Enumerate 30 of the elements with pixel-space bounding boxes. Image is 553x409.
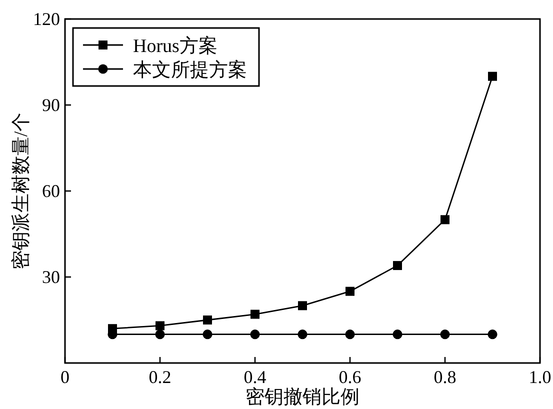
point <box>346 286 354 296</box>
legend-label: 本文所提方案 <box>133 59 247 81</box>
x-tick-label: 1.0 <box>528 367 552 387</box>
y-axis-title: 密钥派生树数量/个 <box>10 112 32 270</box>
point <box>203 316 212 324</box>
y-tick-label: 120 <box>33 9 60 29</box>
x-axis-title: 密钥撤销比例 <box>246 386 360 408</box>
y-tick-label: 90 <box>42 95 60 115</box>
x-tick-label: 0.8 <box>434 367 456 387</box>
point <box>298 330 308 340</box>
y-tick-label: 30 <box>42 267 60 287</box>
point <box>440 330 450 340</box>
point <box>488 72 497 81</box>
x-tick-label: 0.2 <box>148 367 172 387</box>
point <box>488 330 498 340</box>
point <box>298 301 307 310</box>
point <box>393 261 402 270</box>
point <box>250 330 260 340</box>
legend-label: Horus方案 <box>133 35 218 57</box>
point <box>440 215 450 224</box>
point <box>250 310 260 319</box>
point <box>345 330 355 340</box>
x-tick-label: 0 <box>60 367 70 387</box>
point <box>156 321 164 330</box>
x-tick-label: 0.6 <box>338 367 362 387</box>
point <box>202 330 212 340</box>
point <box>155 330 165 340</box>
point <box>392 330 402 340</box>
x-tick-label: 0.4 <box>244 367 266 387</box>
y-tick-label: 60 <box>42 181 60 201</box>
